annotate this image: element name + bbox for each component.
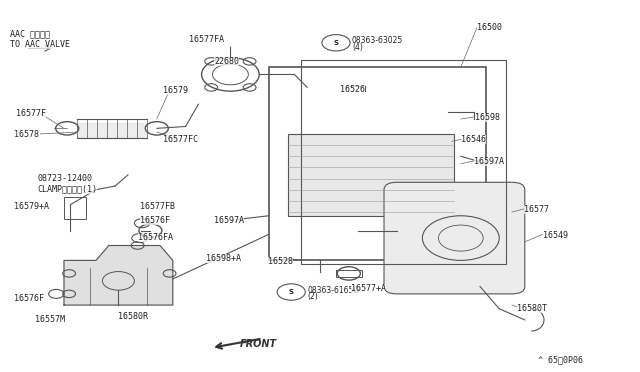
Bar xyxy=(269,67,486,260)
Text: 16577: 16577 xyxy=(524,205,548,214)
Text: ^ 65：0Р06: ^ 65：0Р06 xyxy=(538,356,582,365)
Text: 16576F: 16576F xyxy=(140,216,170,225)
Bar xyxy=(64,197,86,219)
Text: 16549: 16549 xyxy=(543,231,568,240)
Text: 16598+A: 16598+A xyxy=(206,254,241,263)
Bar xyxy=(301,60,506,264)
Text: 16578: 16578 xyxy=(14,130,39,139)
Text: S: S xyxy=(289,289,294,295)
Text: 16577FC: 16577FC xyxy=(163,135,198,144)
Text: 16577FB: 16577FB xyxy=(140,202,175,211)
Text: 08363-6165G: 08363-6165G xyxy=(307,286,360,295)
Text: 16546: 16546 xyxy=(461,135,486,144)
Text: 16528: 16528 xyxy=(268,257,292,266)
Text: 16576F: 16576F xyxy=(14,294,44,303)
Text: 16526: 16526 xyxy=(340,85,365,94)
Text: 16577F: 16577F xyxy=(16,109,46,118)
Bar xyxy=(336,270,362,277)
Text: 16580T: 16580T xyxy=(517,304,547,312)
Text: 16580R: 16580R xyxy=(118,312,148,321)
Text: (4): (4) xyxy=(352,43,363,52)
Text: 16597A: 16597A xyxy=(474,157,504,166)
Text: 16597A: 16597A xyxy=(214,216,244,225)
Text: FRONT: FRONT xyxy=(240,339,277,349)
Text: 16598: 16598 xyxy=(475,113,500,122)
FancyBboxPatch shape xyxy=(384,182,525,294)
Text: 16576FA: 16576FA xyxy=(138,233,173,242)
Polygon shape xyxy=(64,246,173,305)
Text: 16579: 16579 xyxy=(163,86,188,94)
Text: 16579+A: 16579+A xyxy=(14,202,49,211)
Text: 22680: 22680 xyxy=(214,57,239,66)
Text: 16577+A: 16577+A xyxy=(351,284,386,293)
Text: 16500: 16500 xyxy=(477,23,502,32)
Bar xyxy=(288,134,454,216)
Text: 16577FA: 16577FA xyxy=(189,35,224,44)
Text: S: S xyxy=(333,40,339,46)
Text: AAC バルブへ
TO AAC VALVE: AAC バルブへ TO AAC VALVE xyxy=(10,29,70,49)
Text: 08723-12400
CLAMPクランプ(1): 08723-12400 CLAMPクランプ(1) xyxy=(37,174,97,194)
Text: 08363-63025: 08363-63025 xyxy=(352,36,403,45)
Text: 16557M: 16557M xyxy=(35,315,65,324)
Text: (2): (2) xyxy=(307,292,318,301)
